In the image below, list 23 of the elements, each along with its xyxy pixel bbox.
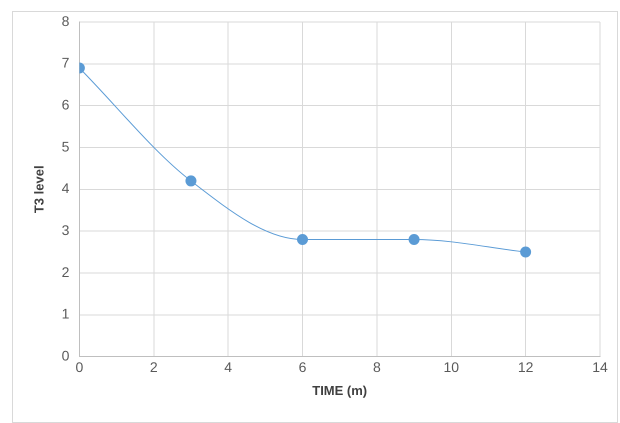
x-tick-label: 6: [298, 358, 307, 375]
x-tick-label: 0: [75, 358, 84, 375]
y-tick-label: 3: [62, 222, 70, 238]
y-tick-label: 8: [62, 12, 70, 29]
x-tick-label: 2: [150, 358, 158, 375]
x-tick-label: 4: [224, 358, 232, 375]
y-tick-label: 4: [62, 180, 70, 196]
x-tick-label: 14: [592, 358, 608, 375]
y-tick-label: 5: [62, 138, 70, 154]
x-axis-title: TIME (m): [312, 382, 368, 398]
point: [520, 246, 532, 258]
point: [408, 234, 420, 245]
x-tick-label: 12: [518, 358, 534, 375]
y-tick-label: 0: [62, 347, 70, 364]
point: [185, 175, 196, 186]
y-axis-title: T3 level: [31, 165, 46, 214]
point: [297, 234, 308, 245]
y-tick-label: 6: [62, 96, 70, 113]
x-tick-label: 8: [372, 358, 381, 375]
y-tick-label: 7: [62, 54, 70, 71]
y-tick-label: 1: [62, 306, 70, 322]
y-tick-label: 2: [62, 264, 70, 280]
x-tick-label: 10: [443, 358, 460, 375]
